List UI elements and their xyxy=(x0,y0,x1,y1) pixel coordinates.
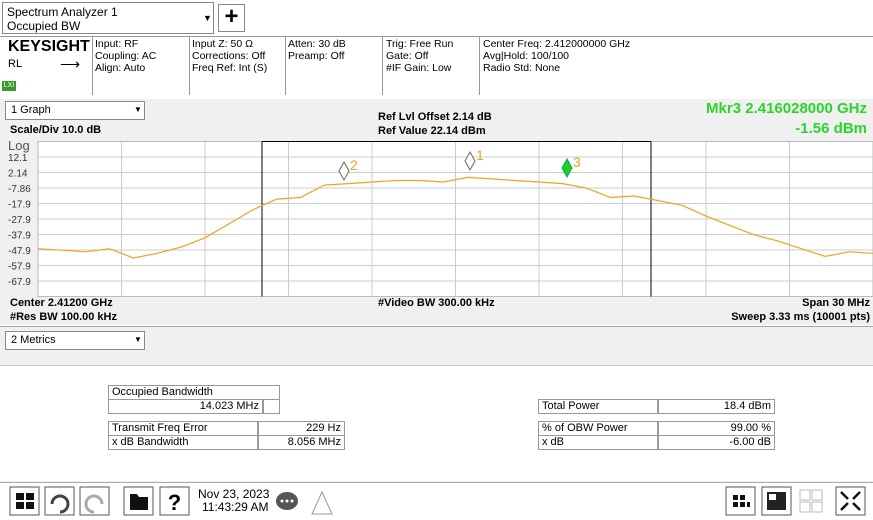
undo-button[interactable] xyxy=(44,486,75,516)
status-item: Preamp: Off xyxy=(288,50,345,62)
chat-button[interactable] xyxy=(276,492,298,510)
status-item: Trig: Free Run xyxy=(386,38,454,50)
status-column: Input: RF Coupling: AC Align: Auto xyxy=(95,38,156,74)
input-icon: ⟶ xyxy=(60,56,81,72)
status-item: Gate: Off xyxy=(386,50,429,62)
separator xyxy=(189,37,190,95)
status-column: Center Freq: 2.412000000 GHz Avg|Hold: 1… xyxy=(483,38,630,74)
status-item: Radio Std: None xyxy=(483,62,561,74)
sweep: Sweep 3.33 ms (10001 pts) xyxy=(731,311,870,323)
dropdown-arrow: ▼ xyxy=(134,105,142,114)
status-item: Atten: 30 dB xyxy=(288,38,346,50)
marker xyxy=(338,160,350,182)
measurement-selector[interactable]: Spectrum Analyzer 1 Occupied BW ▼ xyxy=(2,2,214,34)
brand: KEYSIGHT xyxy=(8,38,90,55)
status-column: Input Z: 50 Ω Corrections: Off Freq Ref:… xyxy=(192,38,267,74)
metric-value: 99.00 % xyxy=(658,421,775,436)
svg-text:?: ? xyxy=(168,490,181,515)
y-tick-label: -57.9 xyxy=(8,262,31,273)
status-item: Input: RF xyxy=(95,38,139,50)
windows-button[interactable] xyxy=(9,486,40,516)
y-tick-label: -27.9 xyxy=(8,215,31,226)
grid-button[interactable] xyxy=(799,489,823,513)
scale-type: Log xyxy=(8,138,30,153)
y-tick-label: -67.9 xyxy=(8,277,31,288)
center-frequency: Center 2.41200 GHz xyxy=(10,297,113,309)
y-tick-label: 2.14 xyxy=(8,169,28,180)
metric-value: -6.00 dB xyxy=(658,435,775,450)
metrics-selector[interactable]: 2 Metrics ▼ xyxy=(5,331,145,350)
status-item: Freq Ref: Int (S) xyxy=(192,62,268,74)
y-tick-label: -37.9 xyxy=(8,231,31,242)
redo-button[interactable] xyxy=(79,486,110,516)
res-bw: #Res BW 100.00 kHz xyxy=(10,311,117,323)
span: Span 30 MHz xyxy=(802,297,870,309)
marker-amplitude: -1.56 dBm xyxy=(795,120,867,137)
status-column: Atten: 30 dB Preamp: Off xyxy=(288,38,346,62)
y-tick-label: -7.86 xyxy=(8,184,31,195)
y-tick-label: -17.9 xyxy=(8,200,31,211)
date: Nov 23, 2023 xyxy=(198,487,270,501)
help-button[interactable]: ? xyxy=(159,486,190,516)
zoom-button[interactable] xyxy=(835,486,866,516)
time: 11:43:29 AM xyxy=(202,500,269,514)
status-item: Coupling: AC xyxy=(95,50,157,62)
metric-value: 18.4 dBm xyxy=(658,399,775,414)
dropdown-arrow: ▼ xyxy=(134,335,142,344)
y-tick-label: 12.1 xyxy=(8,153,28,164)
marker-frequency: Mkr3 2.416028000 GHz xyxy=(706,100,867,117)
marker xyxy=(464,150,476,172)
status-bar xyxy=(0,36,873,100)
separator xyxy=(479,37,480,95)
taskbar-icons: ? xyxy=(9,486,866,516)
metric-label: x dB xyxy=(538,435,658,450)
ref-offset: Ref Lvl Offset 2.14 dB xyxy=(378,111,492,123)
status-item: Align: Auto xyxy=(95,62,146,74)
metrics-selector-label: 2 Metrics xyxy=(11,334,56,346)
lxi-badge: LXI xyxy=(2,81,16,91)
video-bw: #Video BW 300.00 kHz xyxy=(378,297,495,309)
layout-button[interactable] xyxy=(725,486,756,516)
marker-label: 2 xyxy=(350,157,358,173)
measurement-name: Occupied BW xyxy=(7,19,81,33)
trace xyxy=(37,176,873,259)
status-item: #IF Gain: Low xyxy=(386,62,452,74)
graph-selector[interactable]: 1 Graph ▼ xyxy=(5,101,145,120)
window-title: Spectrum Analyzer 1 xyxy=(7,5,118,19)
spectrum-plot: Log 12.1 2.14 -7.86 -17.9 -27.9 -37.9 -47.9 -57… xyxy=(8,138,873,297)
add-button[interactable]: + xyxy=(218,4,245,32)
status-item: Avg|Hold: 100/100 xyxy=(483,50,570,62)
separator xyxy=(285,37,286,95)
file-button[interactable] xyxy=(123,486,154,516)
y-tick-label: -47.9 xyxy=(8,246,31,257)
status-column: Trig: Free Run Gate: Off #IF Gain: Low xyxy=(386,38,453,74)
graph-selector-label: 1 Graph xyxy=(11,104,51,116)
obw-spacer xyxy=(263,399,280,414)
marker xyxy=(561,157,573,179)
status-item: Input Z: 50 Ω xyxy=(192,38,253,50)
rl-indicator: RL xyxy=(8,58,23,70)
separator xyxy=(382,37,383,95)
metric-label: % of OBW Power xyxy=(538,421,658,436)
clock: Nov 23, 2023 11:43:29 AM xyxy=(198,488,269,514)
obw-value: 14.023 MHz xyxy=(108,399,263,414)
separator xyxy=(92,37,93,95)
status-item: Center Freq: 2.412000000 GHz xyxy=(483,38,631,50)
scale-div: Scale/Div 10.0 dB xyxy=(10,124,102,136)
metric-label: Transmit Freq Error xyxy=(108,421,258,436)
metric-value: 8.056 MHz xyxy=(258,435,345,450)
alert-button[interactable] xyxy=(311,490,333,515)
metric-label: Total Power xyxy=(538,399,658,414)
dropdown-arrow: ▼ xyxy=(203,13,212,23)
metric-label: x dB Bandwidth xyxy=(108,435,258,450)
status-item: Corrections: Off xyxy=(192,50,266,62)
ref-value: Ref Value 22.14 dBm xyxy=(378,125,486,137)
obw-label: Occupied Bandwidth xyxy=(108,385,280,400)
marker-label: 1 xyxy=(476,147,484,163)
metric-value: 229 Hz xyxy=(258,421,345,436)
marker-label: 3 xyxy=(573,154,581,170)
view-button[interactable] xyxy=(761,486,792,516)
